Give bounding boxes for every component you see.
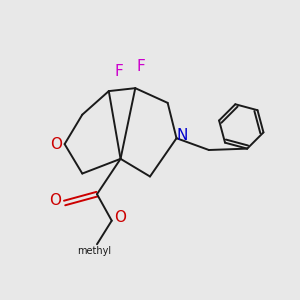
Text: methyl: methyl xyxy=(77,246,111,256)
Text: F: F xyxy=(115,64,124,80)
Text: O: O xyxy=(50,136,62,152)
Text: N: N xyxy=(176,128,188,143)
Text: O: O xyxy=(49,193,61,208)
Text: F: F xyxy=(137,58,146,74)
Text: O: O xyxy=(114,210,126,225)
